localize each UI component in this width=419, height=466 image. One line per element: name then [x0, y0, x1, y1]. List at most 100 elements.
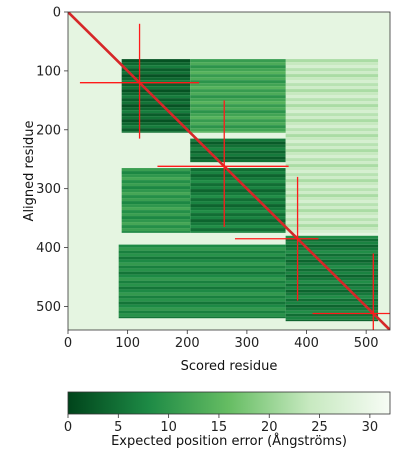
heatmap-stripe: [118, 280, 286, 284]
heatmap-stripe: [190, 159, 286, 163]
heatmap-stripe: [121, 110, 191, 114]
heatmap-stripe: [285, 200, 379, 204]
heatmap-block: [285, 235, 379, 322]
heatmap-stripe: [285, 131, 379, 135]
heatmap-stripe: [190, 186, 286, 190]
heatmap-stripe: [285, 182, 379, 186]
heatmap-stripe: [285, 244, 379, 248]
heatmap-stripe: [121, 225, 191, 229]
heatmap-stripe: [118, 292, 286, 296]
domain-markers: [79, 23, 390, 330]
colorbar-tick-label: 30: [362, 420, 379, 435]
heatmap-block: [285, 59, 379, 233]
heatmap-stripe: [285, 259, 379, 263]
heatmap-stripe: [118, 271, 286, 275]
heatmap-block: [118, 244, 286, 319]
heatmap-stripe: [121, 219, 191, 223]
heatmap-stripe: [190, 74, 286, 78]
heatmap-stripe: [285, 241, 379, 245]
heatmap-stripe: [121, 183, 191, 187]
y-tick-label: 0: [53, 6, 61, 21]
heatmap-stripe: [285, 280, 379, 284]
heatmap-stripe: [121, 171, 191, 175]
heatmap-stripe: [285, 277, 379, 281]
heatmap-stripe: [190, 119, 286, 123]
heatmap-stripe: [285, 307, 379, 311]
heatmap-stripe: [190, 125, 286, 129]
heatmap-stripe: [285, 125, 379, 129]
heatmap-stripe: [121, 207, 191, 211]
heatmap-stripe: [285, 316, 379, 320]
heatmap-stripe: [121, 74, 191, 78]
heatmap-stripe: [121, 122, 191, 126]
heatmap-stripe: [121, 71, 191, 75]
heatmap-stripe: [285, 167, 379, 171]
heatmap-stripe: [285, 173, 379, 177]
heatmap-stripe: [285, 77, 379, 81]
heatmap-stripe: [118, 268, 286, 272]
heatmap-stripe: [285, 286, 379, 290]
heatmap-stripe: [190, 131, 286, 133]
heatmap-stripe: [190, 150, 286, 154]
heatmap-stripe: [121, 68, 191, 72]
heatmap-stripe: [285, 176, 379, 180]
heatmap-stripe: [285, 62, 379, 66]
heatmap-stripe: [285, 268, 379, 272]
heatmap-stripe: [190, 98, 286, 102]
heatmap-stripe: [285, 224, 379, 228]
heatmap-stripe: [121, 131, 191, 133]
heatmap-stripe: [121, 168, 191, 172]
heatmap-stripe: [190, 113, 286, 117]
heatmap-stripe: [285, 107, 379, 111]
heatmap-stripe: [190, 153, 286, 157]
heatmap-stripe: [285, 164, 379, 168]
heatmap-stripe: [121, 95, 191, 99]
heatmap-stripe: [190, 201, 286, 205]
colorbar-title: Expected position error (Ångströms): [111, 433, 347, 449]
heatmap-stripe: [285, 158, 379, 162]
heatmap-stripe: [121, 222, 191, 226]
heatmap-stripe: [285, 68, 379, 72]
x-tick-label: 500: [354, 336, 379, 351]
diagonal-line: [68, 12, 390, 330]
heatmap-stripe: [285, 116, 379, 120]
heatmap-stripe: [118, 283, 286, 287]
heatmap-stripe: [121, 65, 191, 69]
heatmap-stripe: [285, 209, 379, 213]
colorbar-tick-label: 0: [64, 420, 72, 435]
heatmap-stripe: [190, 189, 286, 193]
heatmap-stripe: [285, 140, 379, 144]
heatmap-stripe: [285, 215, 379, 219]
heatmap-stripe: [118, 316, 286, 319]
colorbar-tick-label: 20: [261, 420, 278, 435]
heatmap-stripe: [121, 210, 191, 214]
heatmap-stripe: [121, 104, 191, 108]
heatmap-stripe: [190, 138, 286, 142]
heatmap-stripe: [190, 231, 286, 233]
heatmap-stripe: [285, 298, 379, 302]
heatmap-stripe: [121, 101, 191, 105]
heatmap-stripe: [190, 195, 286, 199]
heatmap-block: [190, 138, 286, 163]
heatmap-stripe: [285, 313, 379, 317]
heatmap-stripe: [190, 171, 286, 175]
heatmap-stripe: [190, 213, 286, 217]
heatmap-stripe: [121, 180, 191, 184]
heatmap-stripe: [285, 188, 379, 192]
heatmap-stripe: [285, 89, 379, 93]
heatmap-stripe: [285, 310, 379, 314]
heatmap-stripe: [285, 161, 379, 165]
heatmap-stripe: [121, 192, 191, 196]
heatmap-stripe: [190, 210, 286, 214]
heatmap-stripe: [190, 198, 286, 202]
heatmap-stripe: [190, 219, 286, 223]
heatmap-stripe: [285, 289, 379, 293]
heatmap-stripe: [118, 250, 286, 254]
heatmap-stripe: [190, 107, 286, 111]
colorbar-tick-label: 5: [114, 420, 122, 435]
y-tick-label: 300: [36, 182, 61, 197]
colorbar: [67, 391, 391, 415]
domain-marker: [79, 23, 200, 139]
heatmap-stripe: [285, 65, 379, 69]
